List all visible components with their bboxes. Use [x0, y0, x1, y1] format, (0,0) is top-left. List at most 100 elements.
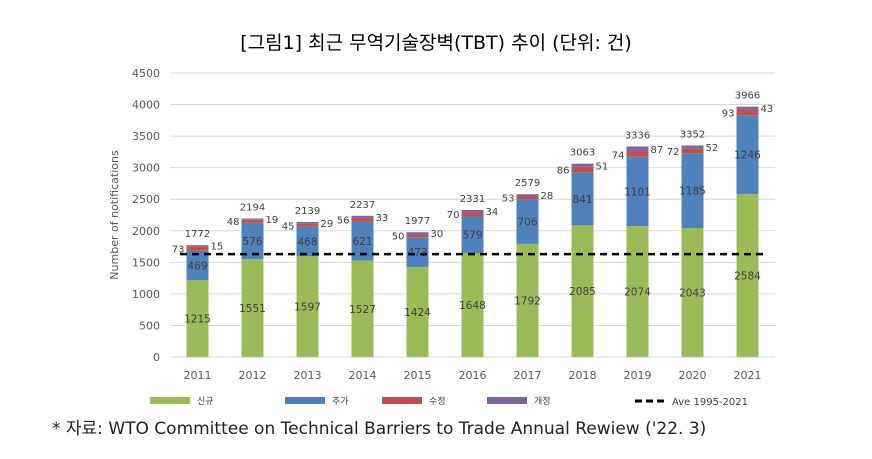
data-label: 56 [337, 216, 350, 227]
bar-segment-추가 [351, 221, 374, 261]
y-axis-label: Number of notifications [108, 150, 121, 280]
data-label: 1215 [184, 314, 211, 326]
bar-segment-개정 [296, 222, 319, 224]
bar-segment-신규 [571, 225, 594, 357]
y-tick-label: 0 [153, 351, 160, 364]
total-label: 2579 [515, 178, 540, 189]
total-label: 3966 [735, 91, 760, 102]
data-label: 53 [502, 194, 515, 205]
bar-segment-개정 [351, 215, 374, 218]
x-tick-label: 2021 [734, 369, 762, 382]
legend-label: 수정 [429, 396, 446, 407]
bar-segment-신규 [516, 243, 539, 357]
data-label: 30 [431, 229, 444, 240]
legend-label: 신규 [197, 396, 214, 407]
bar-segment-신규 [626, 226, 649, 357]
bar-segment-신규 [351, 260, 374, 357]
x-tick-label: 2013 [294, 369, 322, 382]
x-tick-label: 2015 [404, 369, 432, 382]
x-tick-label: 2018 [569, 369, 597, 382]
data-label: 93 [722, 108, 735, 119]
y-tick-label: 500 [139, 319, 160, 332]
bar-segment-개정 [461, 209, 484, 213]
total-label: 2139 [295, 206, 320, 217]
source-footnote: * 자료: WTO Committee on Technical Barrier… [52, 419, 707, 439]
bar-segment-추가 [241, 222, 264, 260]
bar-segment-추가 [626, 156, 649, 227]
data-label: 2074 [624, 287, 651, 299]
data-label: 34 [486, 207, 499, 218]
total-label: 1772 [185, 229, 210, 240]
legend-swatch [382, 397, 422, 404]
x-tick-label: 2017 [514, 369, 542, 382]
data-label: 469 [187, 261, 207, 273]
data-label: 19 [266, 215, 279, 226]
bar-segment-수정 [296, 223, 319, 227]
x-tick-label: 2014 [349, 369, 377, 382]
bar-segment-추가 [461, 216, 484, 253]
bar-segment-신규 [736, 193, 759, 357]
data-label: 33 [376, 213, 389, 224]
bar-segment-개정 [241, 218, 264, 220]
y-tick-label: 2000 [132, 225, 160, 238]
bar-segment-수정 [681, 148, 704, 154]
y-tick-label: 3500 [132, 130, 160, 143]
bar-segment-수정 [186, 246, 209, 251]
data-label: 52 [706, 143, 719, 154]
y-tick-label: 1000 [132, 288, 160, 301]
data-label: 1424 [404, 307, 431, 319]
data-label: 72 [667, 147, 680, 158]
data-label: 579 [462, 230, 482, 242]
bar-segment-추가 [571, 172, 594, 226]
bar-segment-수정 [571, 166, 594, 173]
data-label: 86 [557, 166, 570, 177]
x-tick-label: 2011 [184, 369, 212, 382]
legend-label: 개정 [534, 396, 551, 407]
bar-segment-추가 [186, 250, 209, 281]
bar-segment-신규 [296, 256, 319, 357]
bar-segment-개정 [571, 163, 594, 167]
data-label: 2085 [569, 286, 596, 298]
bar-segment-수정 [241, 219, 264, 223]
bar-segment-수정 [626, 151, 649, 157]
data-label: 28 [541, 191, 554, 202]
y-tick-label: 3000 [132, 162, 160, 175]
data-label: 1185 [679, 186, 706, 198]
x-tick-label: 2016 [459, 369, 487, 382]
data-label: 87 [651, 145, 664, 156]
bar-segment-추가 [296, 226, 319, 257]
x-tick-label: 2020 [679, 369, 707, 382]
data-label: 1551 [239, 303, 266, 315]
data-label: 50 [392, 232, 405, 243]
data-label: 706 [517, 217, 537, 229]
bar-segment-추가 [406, 237, 429, 268]
chart-title: [그림1] 최근 무역기술장벽(TBT) 추이 (단위: 건) [240, 32, 632, 54]
total-label: 3063 [570, 148, 595, 159]
y-tick-label: 4000 [132, 99, 160, 112]
legend-swatch [285, 397, 325, 404]
legend-swatch [150, 397, 190, 404]
data-label: 2043 [679, 288, 706, 300]
data-label: 70 [447, 210, 460, 221]
data-label: 468 [297, 236, 317, 248]
total-label: 1977 [405, 216, 430, 227]
bar-segment-개정 [626, 146, 649, 152]
data-label: 621 [352, 236, 372, 248]
data-label: 15 [211, 242, 224, 253]
bar-segment-신규 [241, 259, 264, 357]
legend-label: 추가 [332, 396, 349, 407]
legend-label: Ave 1995-2021 [672, 397, 748, 408]
bar-segment-신규 [681, 228, 704, 357]
total-label: 2237 [350, 200, 375, 211]
y-tick-label: 1500 [132, 256, 160, 269]
bar-segment-수정 [736, 109, 759, 116]
bar-segment-수정 [516, 196, 539, 200]
bar-segment-신규 [461, 252, 484, 357]
data-label: 1648 [459, 300, 486, 312]
data-label: 841 [572, 194, 592, 206]
legend-swatch [487, 397, 527, 404]
bar-segment-추가 [516, 199, 539, 244]
bar-segment-신규 [406, 267, 429, 357]
data-label: 473 [407, 247, 427, 259]
